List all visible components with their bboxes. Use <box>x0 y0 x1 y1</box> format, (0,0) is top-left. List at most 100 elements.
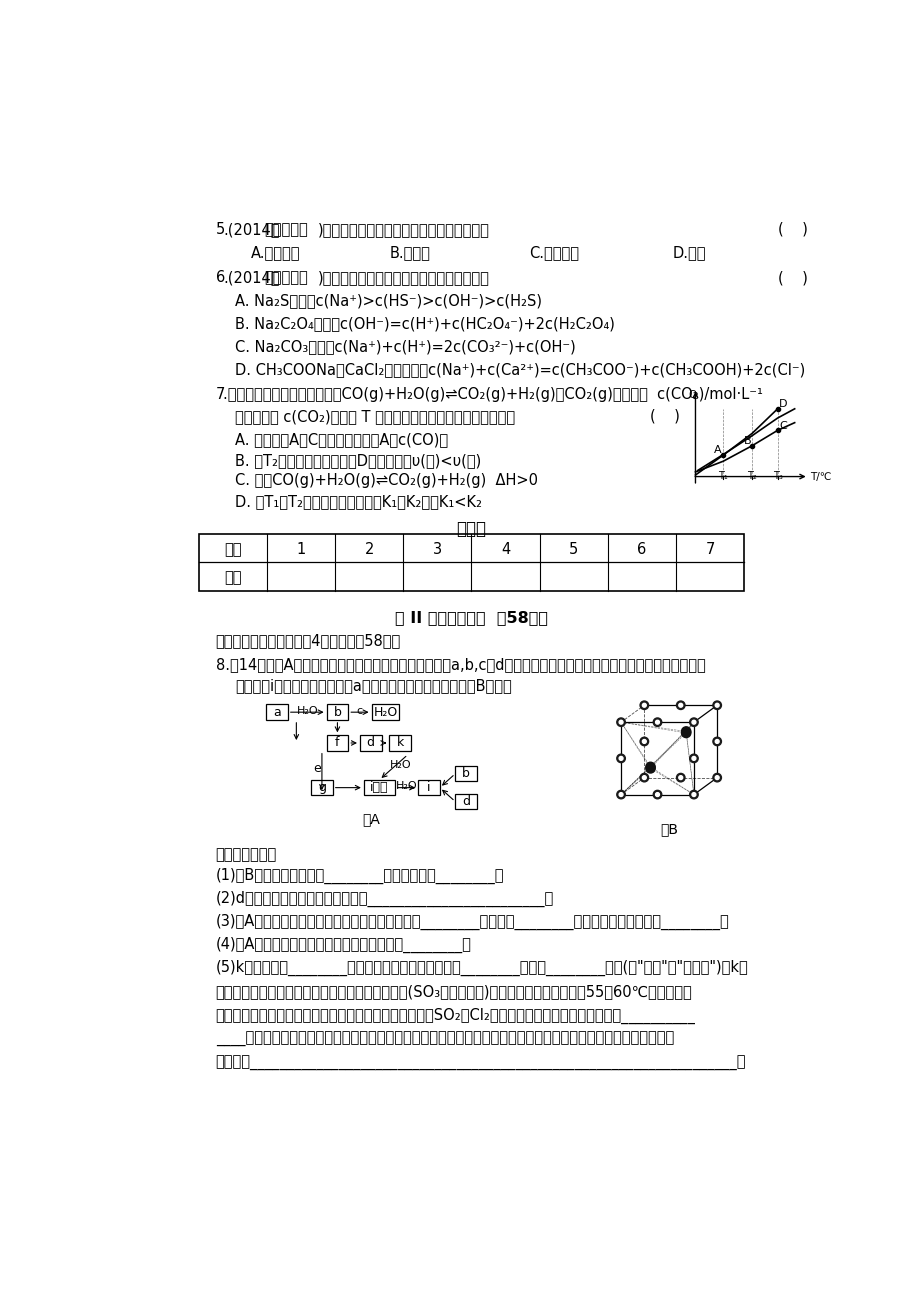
Text: .(2014年: .(2014年 <box>223 271 279 285</box>
Text: a: a <box>273 706 280 719</box>
Text: 称光气，实验室制取时，可用四氯化碳与发烟硫酸(SO₃的硫酸溶液)反应。将四氯化碳加热至55～60℃，滴入发烟: 称光气，实验室制取时，可用四氯化碳与发烟硫酸(SO₃的硫酸溶液)反应。将四氯化碳… <box>216 984 692 999</box>
Text: 方程式：__________________________________________________________________。: 方程式：____________________________________… <box>216 1056 745 1070</box>
Circle shape <box>618 720 622 724</box>
Text: .(2014年: .(2014年 <box>223 221 279 237</box>
Text: 图B: 图B <box>660 823 677 836</box>
Text: 8.（14分）图A所示的转化关系中（具体反应条件略），a,b,c和d分别为四种短周期元素的常见单质，其余均为它们的: 8.（14分）图A所示的转化关系中（具体反应条件略），a,b,c和d分别为四种短… <box>216 656 705 672</box>
Text: k: k <box>396 737 403 750</box>
Text: 4: 4 <box>501 542 510 557</box>
Text: 题号: 题号 <box>224 542 242 557</box>
Text: D. CH₃COONa和CaCl₂混合溶液：c(Na⁺)+c(Ca²⁺)=c(CH₃COO⁻)+c(CH₃COOH)+2c(Cl⁻): D. CH₃COONa和CaCl₂混合溶液：c(Na⁺)+c(Ca²⁺)=c(C… <box>235 362 804 378</box>
Bar <box>389 736 411 751</box>
Text: H₂O: H₂O <box>389 760 411 769</box>
Text: C. 反应CO(g)+H₂O(g)⇌CO₂(g)+H₂(g)  ΔH>0: C. 反应CO(g)+H₂O(g)⇌CO₂(g)+H₂(g) ΔH>0 <box>235 474 538 488</box>
Circle shape <box>641 740 645 743</box>
Text: O: O <box>687 389 696 400</box>
Text: D. 若T₁、T₂时的平衡常数分别为K₁、K₂，则K₁<K₂: D. 若T₁、T₂时的平衡常数分别为K₁、K₂，则K₁<K₂ <box>235 495 482 509</box>
Circle shape <box>640 773 648 783</box>
Text: B. 在T₂时，若反应处于状态D，则一定有υ(正)<υ(逆): B. 在T₂时，若反应处于状态D，则一定有υ(正)<υ(逆) <box>235 453 481 467</box>
Text: 第 II 卷（非选择题  共58分）: 第 II 卷（非选择题 共58分） <box>394 611 548 625</box>
Text: T₃: T₃ <box>772 471 782 482</box>
Text: (    ): ( ) <box>777 221 807 237</box>
Text: (1)图B对应的物质名称是________，晶体类型为________。: (1)图B对应的物质名称是________，晶体类型为________。 <box>216 867 504 884</box>
Text: (    ): ( ) <box>649 409 679 423</box>
Text: T₂: T₂ <box>746 471 756 482</box>
Text: (3)图A中由二种元素组成的物质中，沸点最高的是________，原因是________，该物质的分子构型为________。: (3)图A中由二种元素组成的物质中，沸点最高的是________，原因是____… <box>216 914 729 930</box>
Text: 6: 6 <box>637 542 646 557</box>
Text: .在密闭容器中存在下列平衡：CO(g)+H₂O(g)⇌CO₂(g)+H₂(g)，CO₂(g)的平衡物  c(CO₂)/mol·L⁻¹: .在密闭容器中存在下列平衡：CO(g)+H₂O(g)⇌CO₂(g)+H₂(g)，… <box>223 387 763 402</box>
Text: 图A: 图A <box>362 812 380 827</box>
Circle shape <box>645 764 654 773</box>
Text: A. Na₂S溶液：c(Na⁺)>c(HS⁻)>c(OH⁻)>c(H₂S): A. Na₂S溶液：c(Na⁺)>c(HS⁻)>c(OH⁻)>c(H₂S) <box>235 293 541 309</box>
Bar <box>326 704 348 720</box>
Text: i: i <box>426 781 430 794</box>
Circle shape <box>714 703 719 707</box>
Bar <box>311 780 333 796</box>
Text: D.苯酚: D.苯酚 <box>673 245 706 260</box>
Text: e: e <box>313 762 321 775</box>
Bar <box>455 794 476 810</box>
Text: i溶液: i溶液 <box>369 781 388 794</box>
Text: 高考上海卷: 高考上海卷 <box>264 221 307 237</box>
Text: d: d <box>367 737 374 750</box>
Text: (2)d中元素的原子核外电子排布式为________________________。: (2)d中元素的原子核外电子排布式为______________________… <box>216 891 553 907</box>
Text: H₂O: H₂O <box>296 706 318 716</box>
Circle shape <box>645 762 654 772</box>
Text: )室温下，下列溶液中粒子浓度关系正确的是: )室温下，下列溶液中粒子浓度关系正确的是 <box>318 271 490 285</box>
Circle shape <box>675 700 685 710</box>
Circle shape <box>655 720 659 724</box>
Circle shape <box>691 720 695 724</box>
Text: (    ): ( ) <box>777 271 807 285</box>
Text: 高考安徽卷: 高考安徽卷 <box>264 271 307 285</box>
Circle shape <box>712 700 720 710</box>
Text: B. Na₂C₂O₄溶液：c(OH⁻)=c(H⁺)+c(HC₂O₄⁻)+2c(H₂C₂O₄): B. Na₂C₂O₄溶液：c(OH⁻)=c(H⁺)+c(HC₂O₄⁻)+2c(H… <box>235 316 614 332</box>
Circle shape <box>616 717 625 727</box>
Text: 答案: 答案 <box>224 570 242 586</box>
Circle shape <box>712 773 720 783</box>
Text: T₁: T₁ <box>718 471 728 482</box>
Text: f: f <box>335 737 339 750</box>
Bar <box>199 534 743 591</box>
Text: D: D <box>778 400 787 409</box>
Circle shape <box>641 703 645 707</box>
Text: A. 平衡状态A与C相比，平衡状态A的c(CO)小: A. 平衡状态A与C相比，平衡状态A的c(CO)小 <box>235 432 448 447</box>
Text: 二、非选择题（本题包括4个小题，共58分）: 二、非选择题（本题包括4个小题，共58分） <box>216 634 401 648</box>
Bar <box>359 736 381 751</box>
Text: A: A <box>713 445 720 456</box>
Text: d: d <box>461 796 470 809</box>
Circle shape <box>640 737 648 746</box>
Text: B.氢硫酸: B.氢硫酸 <box>390 245 430 260</box>
Text: 7: 7 <box>705 542 714 557</box>
Circle shape <box>678 703 682 707</box>
Circle shape <box>618 756 622 760</box>
Circle shape <box>675 773 685 783</box>
Text: 硫酸，即发生逸出光气和磺酸氯（该物质在高温时分解成SO₂和Cl₂），写出制取光气的化学方程式：__________: 硫酸，即发生逸出光气和磺酸氯（该物质在高温时分解成SO₂和Cl₂），写出制取光气… <box>216 1008 695 1025</box>
Text: b: b <box>333 706 341 719</box>
Circle shape <box>691 756 695 760</box>
Text: ____，制取光气也可用氯仿和双氧水直接反应，生成光气和一种极易溶于水的气体，且水溶液呈强酸性，写出该化学: ____，制取光气也可用氯仿和双氧水直接反应，生成光气和一种极易溶于水的气体，且… <box>216 1031 674 1047</box>
Text: 6: 6 <box>216 271 225 285</box>
Circle shape <box>618 793 622 797</box>
Text: 2: 2 <box>364 542 373 557</box>
Bar <box>363 780 394 796</box>
Text: 3: 3 <box>432 542 441 557</box>
Circle shape <box>712 737 720 746</box>
Circle shape <box>689 754 698 763</box>
Text: 答题栏: 答题栏 <box>456 519 486 538</box>
Text: C.硫酸亚铁: C.硫酸亚铁 <box>529 245 579 260</box>
Circle shape <box>689 790 698 799</box>
Text: 5: 5 <box>569 542 578 557</box>
Text: 5: 5 <box>216 221 225 237</box>
Text: 质的量浓度 c(CO₂)与温度 T 的关系如图所示。下列说法错误的是: 质的量浓度 c(CO₂)与温度 T 的关系如图所示。下列说法错误的是 <box>235 409 515 423</box>
Text: (5)k的分子式为________，中心原子的杂化轨道类型为________，属于________分子(填"极性"或"非极性")。k又: (5)k的分子式为________，中心原子的杂化轨道类型为________，属… <box>216 960 748 976</box>
Circle shape <box>616 790 625 799</box>
Circle shape <box>616 754 625 763</box>
Text: T/℃: T/℃ <box>810 471 831 482</box>
Text: b: b <box>461 767 470 780</box>
Bar <box>417 780 439 796</box>
Circle shape <box>691 793 695 797</box>
Text: B: B <box>743 436 751 447</box>
Circle shape <box>652 717 661 727</box>
Text: c: c <box>357 706 363 716</box>
Text: (4)图A中的双原子分子中，极性最大的分子是________。: (4)图A中的双原子分子中，极性最大的分子是________。 <box>216 937 471 953</box>
